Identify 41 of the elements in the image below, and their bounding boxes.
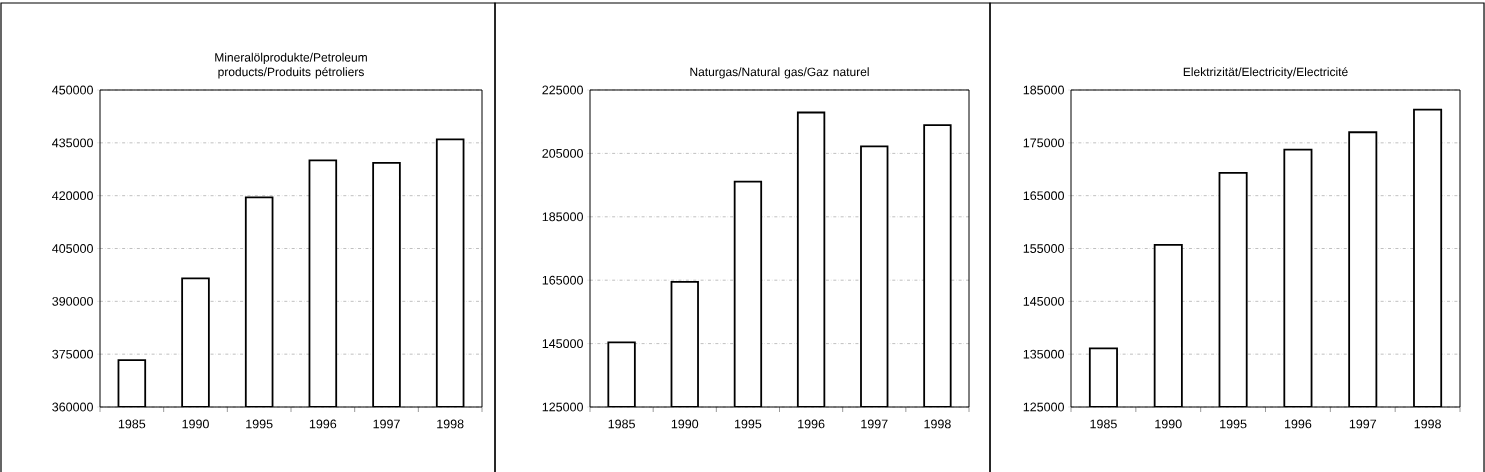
chart-title: Mineralölprodukte/Petroleum products/Produits pétroliers	[215, 52, 367, 79]
y-tick-label: 145000	[542, 339, 583, 349]
y-tick-label: 205000	[542, 148, 583, 158]
x-tick-label: 1997	[373, 419, 400, 429]
y-tick-label: 125000	[542, 402, 583, 412]
x-tick-label: 1998	[437, 419, 464, 429]
y-tick-label: 135000	[1023, 349, 1064, 359]
x-tick-label: 1996	[1284, 419, 1312, 429]
x-tick-label: 1996	[309, 419, 337, 429]
x-tick-label: 1995	[734, 419, 762, 429]
x-tick-label: 1985	[1090, 419, 1117, 429]
y-tick-label: 435000	[52, 138, 93, 148]
y-tick-label: 360000	[52, 402, 93, 412]
x-tick-label: 1995	[246, 419, 273, 429]
x-tick-label: 1998	[924, 419, 951, 429]
chart-title: Elektrizität/Electricity/Electricité	[1183, 67, 1348, 79]
x-tick-label: 1990	[671, 419, 699, 429]
y-tick-label: 420000	[52, 191, 93, 201]
y-tick-label: 165000	[542, 275, 583, 285]
y-tick-label: 225000	[542, 85, 583, 95]
y-tick-label: 375000	[52, 349, 93, 359]
y-tick-label: 390000	[52, 296, 93, 306]
x-tick-label: 1998	[1414, 419, 1441, 429]
y-tick-label: 405000	[52, 244, 93, 253]
x-tick-label: 1985	[608, 419, 635, 429]
y-tick-label: 185000	[542, 212, 583, 222]
x-tick-label: 1997	[1349, 419, 1377, 429]
x-tick-label: 1997	[861, 419, 888, 429]
y-tick-label: 175000	[1023, 138, 1064, 148]
x-tick-label: 1996	[798, 419, 825, 429]
y-tick-label: 155000	[1023, 244, 1064, 253]
x-tick-label: 1995	[1220, 419, 1247, 429]
x-tick-label: 1990	[182, 419, 209, 429]
y-tick-label: 165000	[1023, 191, 1064, 201]
y-tick-label: 185000	[1023, 85, 1064, 95]
x-tick-label: 1990	[1155, 419, 1182, 429]
chart-title: Naturgas/Natural gas/Gaz naturel	[690, 67, 869, 79]
y-tick-label: 125000	[1023, 402, 1064, 412]
x-tick-label: 1985	[118, 419, 146, 429]
y-tick-label: 145000	[1023, 296, 1064, 306]
y-tick-label: 450000	[52, 85, 93, 95]
